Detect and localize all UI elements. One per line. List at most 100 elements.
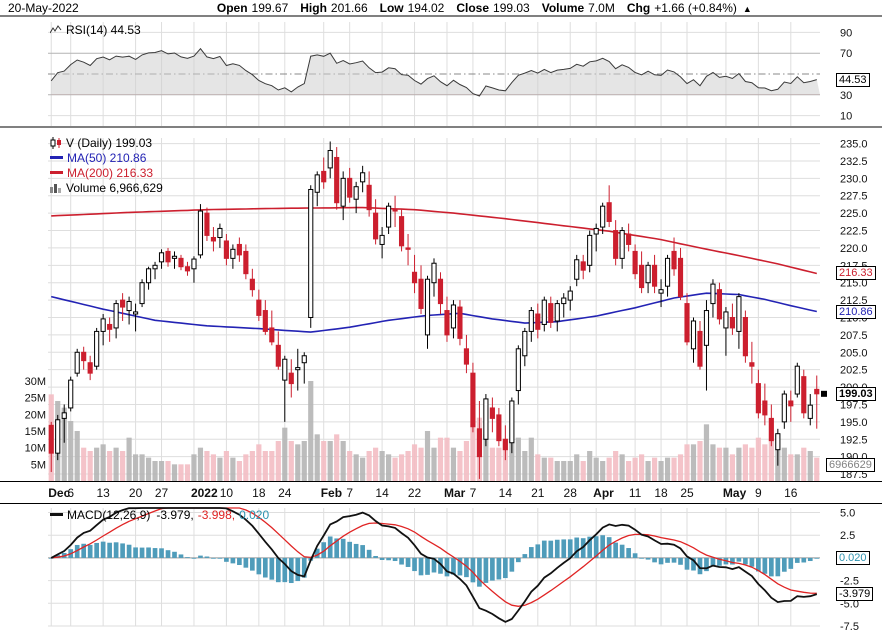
- symbol-legend: V (Daily) 199.03: [50, 135, 153, 150]
- svg-text:11: 11: [629, 486, 642, 500]
- svg-text:192.5: 192.5: [840, 434, 868, 446]
- svg-text:30M: 30M: [25, 376, 46, 388]
- panel-borders: [0, 15, 882, 504]
- change-label: Chg: [626, 1, 651, 15]
- svg-text:90: 90: [840, 27, 852, 39]
- rsi-layer: [50, 47, 820, 97]
- svg-text:195.0: 195.0: [840, 417, 868, 429]
- macd-legend-name: MACD(12,26,9): [67, 507, 151, 522]
- svg-text:Dec: Dec: [48, 486, 70, 500]
- svg-text:-7.5: -7.5: [840, 621, 859, 630]
- svg-text:15M: 15M: [25, 426, 46, 438]
- rsi-value-box: 44.53: [836, 73, 870, 87]
- low-label: Low: [379, 1, 404, 15]
- macd-signal-value: -3.998,: [197, 507, 236, 522]
- svg-text:10: 10: [220, 486, 234, 500]
- svg-text:25: 25: [680, 486, 694, 500]
- svg-text:225.0: 225.0: [840, 208, 868, 220]
- svg-text:Apr: Apr: [593, 486, 614, 500]
- svg-text:70: 70: [840, 48, 852, 60]
- svg-text:25M: 25M: [25, 393, 46, 405]
- volume-value: 7.0M: [588, 1, 615, 15]
- svg-text:202.5: 202.5: [840, 365, 868, 377]
- svg-text:21: 21: [531, 486, 545, 500]
- svg-text:187.5: 187.5: [840, 469, 868, 481]
- svg-text:10M: 10M: [25, 443, 46, 455]
- svg-text:18: 18: [654, 486, 668, 500]
- open-label: Open: [216, 1, 248, 15]
- svg-text:227.5: 227.5: [840, 191, 868, 203]
- svg-text:27: 27: [155, 486, 169, 500]
- symbol-legend-label: V (Daily) 199.03: [66, 135, 153, 150]
- close-value: 199.03: [493, 1, 530, 15]
- quote-summary: Open 199.67 High 201.66 Low 194.02 Close 199…: [205, 1, 752, 15]
- svg-text:215.0: 215.0: [840, 278, 868, 290]
- svg-text:230.0: 230.0: [840, 173, 868, 185]
- svg-text:222.5: 222.5: [840, 226, 868, 238]
- ma50-legend: MA(50) 210.86: [50, 150, 147, 165]
- svg-text:7: 7: [346, 486, 353, 500]
- svg-text:30: 30: [840, 90, 852, 102]
- svg-text:20: 20: [129, 486, 143, 500]
- volume-legend: Volume 6,966,629: [50, 180, 163, 195]
- volume-bars-icon: [50, 183, 61, 193]
- svg-text:220.0: 220.0: [840, 243, 868, 255]
- svg-text:2.5: 2.5: [840, 530, 855, 542]
- volume-value-box: 6966629: [826, 458, 875, 472]
- svg-text:197.5: 197.5: [840, 399, 868, 411]
- quote-header: 20-May-2022 Open 199.67 High 201.66 Low 194…: [8, 1, 878, 15]
- svg-text:-5.0: -5.0: [840, 598, 859, 610]
- up-arrow-icon: ▲: [742, 4, 752, 14]
- quote-date: 20-May-2022: [8, 1, 79, 15]
- ma50-legend-label: MA(50) 210.86: [67, 150, 147, 165]
- svg-text:232.5: 232.5: [840, 156, 868, 168]
- low-value: 194.02: [407, 1, 445, 15]
- svg-text:10: 10: [840, 111, 852, 123]
- svg-text:22: 22: [408, 486, 422, 500]
- high-label: High: [300, 1, 327, 15]
- svg-text:18: 18: [252, 486, 266, 500]
- macd-value: -3.979,: [156, 507, 194, 522]
- ma200-legend: MA(200) 216.33: [50, 165, 154, 180]
- high-value: 201.66: [330, 1, 368, 15]
- svg-text:235.0: 235.0: [840, 139, 868, 151]
- macd-value-box: -3.979: [836, 587, 874, 601]
- ma50-line-icon: [50, 156, 63, 159]
- rsi-legend: RSI(14) 44.53: [50, 22, 141, 37]
- svg-text:May: May: [723, 486, 747, 500]
- svg-text:13: 13: [96, 486, 110, 500]
- open-value: 199.67: [251, 1, 289, 15]
- svg-text:Mar: Mar: [444, 486, 466, 500]
- change-value: +1.66 (+0.84%): [654, 1, 737, 15]
- svg-text:212.5: 212.5: [840, 295, 868, 307]
- svg-text:28: 28: [564, 486, 578, 500]
- svg-text:6: 6: [67, 486, 74, 500]
- macd-legend: MACD(12,26,9) -3.979, -3.998, 0.020: [50, 507, 269, 522]
- volume-layer: [48, 381, 820, 481]
- svg-text:207.5: 207.5: [840, 330, 868, 342]
- svg-text:20M: 20M: [25, 409, 46, 421]
- last-price-box: 199.03: [836, 387, 876, 401]
- macd-line-icon: [50, 513, 63, 516]
- ma200-line-icon: [50, 171, 63, 174]
- svg-text:9: 9: [755, 486, 762, 500]
- svg-text:14: 14: [375, 486, 389, 500]
- volume-legend-label: Volume 6,966,629: [66, 180, 163, 195]
- svg-text:14: 14: [499, 486, 513, 500]
- ma50-value-box: 210.86: [836, 305, 876, 319]
- svg-text:205.0: 205.0: [840, 347, 868, 359]
- close-label: Close: [456, 1, 490, 15]
- svg-text:2022: 2022: [191, 486, 218, 500]
- macd-hist-value-box: 0.020: [836, 551, 870, 565]
- svg-text:5.0: 5.0: [840, 508, 855, 520]
- ma200-value-box: 216.33: [836, 266, 876, 280]
- ma200-legend-label: MA(200) 216.33: [67, 165, 154, 180]
- svg-text:-2.5: -2.5: [840, 576, 859, 588]
- rsi-legend-label: RSI(14) 44.53: [66, 22, 141, 37]
- svg-text:5M: 5M: [31, 459, 46, 471]
- svg-text:Feb: Feb: [321, 486, 342, 500]
- svg-text:16: 16: [784, 486, 798, 500]
- candles-layer: [48, 141, 820, 479]
